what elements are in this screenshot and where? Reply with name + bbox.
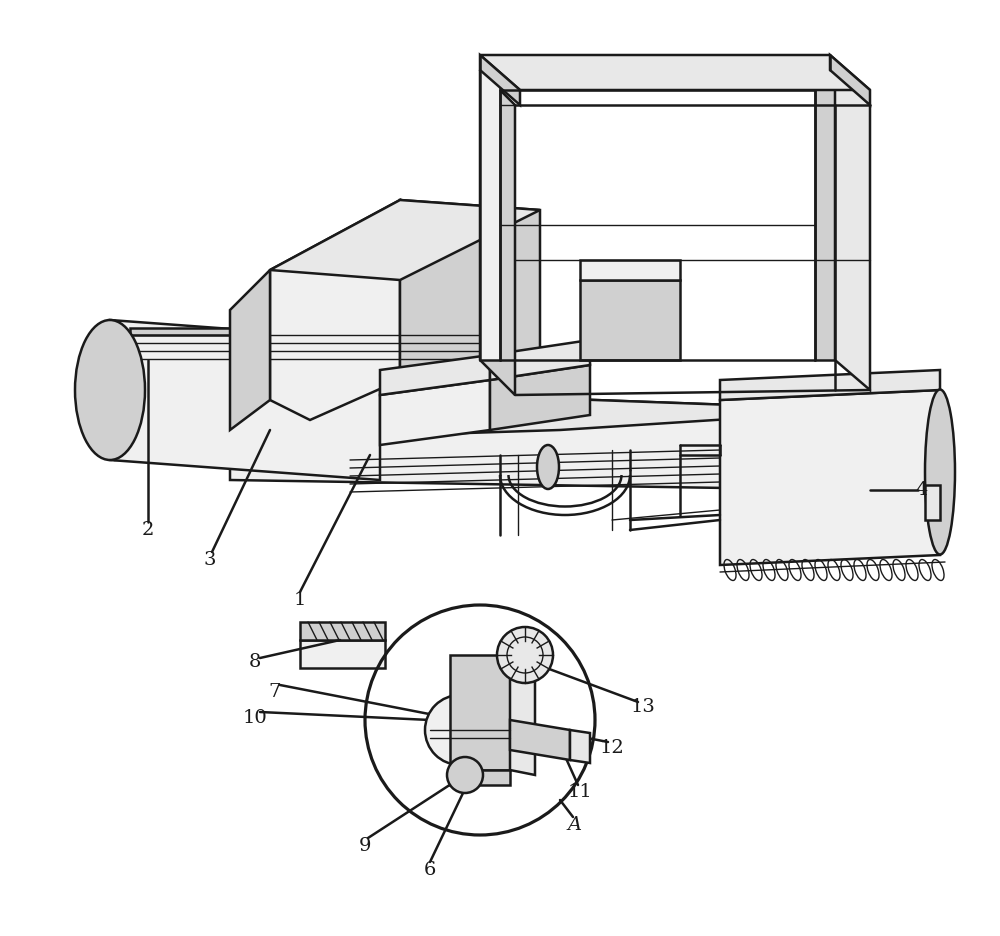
Polygon shape [300,622,385,640]
Polygon shape [510,655,535,775]
Polygon shape [270,200,540,280]
Polygon shape [830,55,870,105]
Polygon shape [130,335,490,355]
Polygon shape [925,485,940,520]
Polygon shape [835,70,870,390]
Text: 3: 3 [204,551,216,569]
Polygon shape [480,55,870,90]
Polygon shape [490,340,590,380]
Text: 9: 9 [359,837,371,855]
Text: 4: 4 [916,481,928,499]
Circle shape [425,695,495,765]
Polygon shape [450,770,510,785]
Ellipse shape [537,445,559,489]
Polygon shape [510,720,570,760]
Text: 13: 13 [631,698,655,716]
Polygon shape [230,398,870,440]
Text: 8: 8 [249,653,261,671]
Polygon shape [720,390,940,565]
Ellipse shape [925,389,955,554]
Polygon shape [115,425,490,460]
Text: 12: 12 [600,739,624,757]
Polygon shape [230,398,870,490]
Circle shape [497,627,553,683]
Polygon shape [380,355,490,395]
Polygon shape [450,655,510,770]
Polygon shape [570,730,590,763]
Polygon shape [270,200,400,420]
Ellipse shape [75,320,145,460]
Polygon shape [110,320,380,480]
Polygon shape [580,280,680,360]
Polygon shape [490,365,590,430]
Polygon shape [720,370,940,400]
Polygon shape [480,70,515,395]
Polygon shape [300,640,385,668]
Polygon shape [815,70,835,360]
Text: 10: 10 [243,709,267,727]
Polygon shape [580,260,680,280]
Polygon shape [480,55,520,105]
Text: 1: 1 [294,591,306,609]
Text: 6: 6 [424,861,436,879]
Text: 11: 11 [568,783,592,801]
Text: A: A [568,816,582,834]
Polygon shape [230,270,270,430]
Text: 2: 2 [142,521,154,539]
Circle shape [447,757,483,793]
Polygon shape [380,380,490,445]
Polygon shape [400,200,540,380]
Text: 7: 7 [269,683,281,701]
Polygon shape [130,328,490,335]
Polygon shape [480,70,500,360]
